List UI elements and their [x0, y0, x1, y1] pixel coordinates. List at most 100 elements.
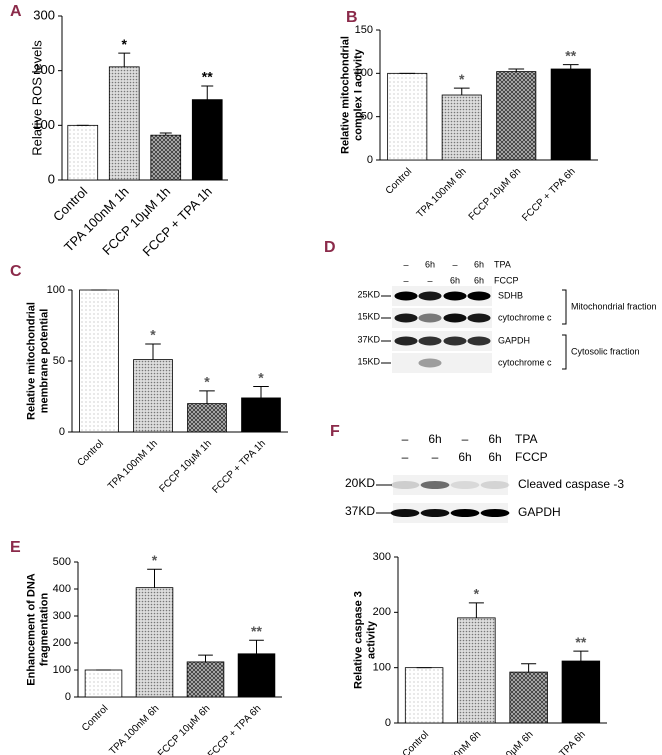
panel-letter: D	[324, 239, 336, 256]
lane-label: –	[452, 259, 457, 269]
bar	[150, 134, 182, 181]
lane-label: –	[432, 450, 439, 464]
blot-band	[418, 358, 442, 368]
bar	[561, 660, 601, 724]
panel-letter: E	[10, 539, 21, 556]
y-tick-label: 0	[385, 717, 391, 729]
band-label: Cleaved caspase -3	[518, 477, 624, 491]
x-tick-label: TPA 100nM 6h	[429, 729, 483, 755]
x-tick-label: FCCP + TPA 6h	[206, 703, 263, 755]
x-tick-label: TPA 100nM 6h	[415, 166, 469, 220]
blot-band	[394, 313, 418, 323]
significance: *	[204, 374, 210, 390]
blot-strip	[392, 308, 492, 328]
bracket	[562, 334, 567, 370]
bar	[237, 653, 276, 698]
bar	[135, 587, 174, 698]
blot-band	[420, 509, 450, 517]
y-axis-label: activity	[365, 620, 377, 659]
lane-label: –	[462, 432, 469, 446]
significance: **	[565, 47, 576, 63]
bar	[84, 669, 123, 698]
significance: **	[251, 623, 262, 639]
size-marker: 37KD	[357, 334, 380, 344]
lane-label: –	[403, 275, 408, 285]
bar	[191, 99, 223, 181]
y-tick-label: 200	[373, 606, 391, 618]
y-tick-label: 300	[33, 7, 55, 22]
blot-band	[450, 509, 480, 517]
lane-label: 6h	[474, 275, 484, 285]
blot-band	[418, 291, 442, 301]
y-axis-label: Relative mitochondrial	[25, 302, 37, 420]
lane-label: –	[427, 275, 432, 285]
y-tick-label: 100	[33, 117, 55, 132]
error-bar	[573, 650, 589, 662]
error-bar	[199, 390, 215, 404]
y-tick-label: 300	[53, 610, 71, 622]
bar	[79, 289, 119, 433]
band-label: cytochrome c	[498, 312, 552, 322]
blot-band	[480, 481, 510, 489]
bar	[404, 667, 444, 724]
error-bar	[198, 654, 213, 662]
x-tick-label: FCCP 10μM 6h	[479, 729, 536, 755]
band-label: SDHB	[498, 290, 523, 300]
significance: *	[459, 71, 465, 87]
error-bar	[159, 132, 172, 136]
lane-label: 6h	[428, 432, 441, 446]
blot-band	[443, 313, 467, 323]
y-axis-label: fragmentation	[38, 593, 50, 667]
error-bar	[145, 343, 161, 360]
size-marker: 15KD	[357, 356, 380, 366]
error-bar	[147, 568, 162, 588]
size-marker: 15KD	[357, 311, 380, 321]
y-tick-label: 100	[355, 67, 373, 79]
treatment-name: TPA	[494, 259, 511, 269]
error-bar	[253, 386, 269, 398]
treatment-name: TPA	[515, 432, 537, 446]
x-tick-label: Control	[50, 184, 90, 224]
blot-band	[418, 336, 442, 346]
x-tick-label: Control	[80, 703, 111, 734]
blot-band	[390, 509, 420, 517]
error-bar	[562, 64, 579, 69]
significance: *	[474, 586, 480, 602]
x-tick-label: FCCP 10μM 6h	[467, 166, 524, 223]
x-tick-label: FCCP 10μM 1h	[157, 438, 214, 495]
blot-strip	[392, 286, 492, 306]
significance: *	[122, 36, 128, 52]
bar	[186, 661, 225, 698]
error-bar	[249, 639, 264, 654]
x-tick-label: FCCP 10μM 6h	[156, 703, 213, 755]
y-tick-label: 500	[53, 556, 71, 568]
blot-band	[467, 313, 491, 323]
y-axis-label: complex I activity	[352, 48, 364, 141]
y-tick-label: 50	[361, 111, 373, 123]
x-tick-label: FCCP + TPA 6h	[520, 166, 577, 223]
y-tick-label: 50	[53, 355, 65, 367]
y-tick-label: 150	[355, 24, 373, 36]
fraction-label: Cytosolic fraction	[571, 346, 640, 356]
lane-label: 6h	[425, 259, 435, 269]
lane-label: 6h	[450, 275, 460, 285]
panel-letter: C	[10, 263, 22, 280]
lane-label: 6h	[488, 450, 501, 464]
x-tick-label: Control	[75, 438, 106, 469]
blot-strip	[392, 331, 492, 351]
lane-label: –	[402, 432, 409, 446]
size-marker: 25KD	[357, 289, 380, 299]
bar	[133, 359, 173, 433]
lane-label: –	[403, 259, 408, 269]
blot-band	[450, 481, 480, 489]
blot-band	[390, 481, 420, 489]
panel-letter: A	[10, 3, 22, 20]
bar	[441, 94, 482, 161]
y-tick-label: 0	[48, 171, 55, 186]
y-axis-label: Relative caspase 3	[352, 591, 364, 689]
x-tick-label: FCCP + TPA 1h	[210, 438, 267, 495]
x-tick-label: TPA 100nM 1h	[106, 438, 160, 492]
blot-band	[394, 291, 418, 301]
bar	[187, 403, 227, 433]
